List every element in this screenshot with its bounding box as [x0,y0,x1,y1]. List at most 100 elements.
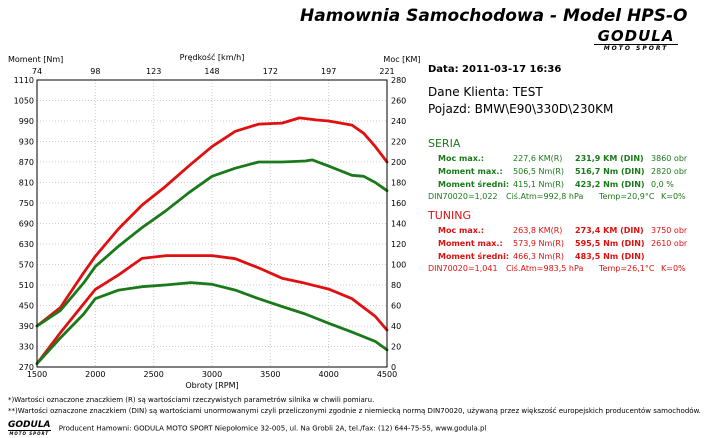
client-name: Dane Klienta: TEST [428,85,543,99]
top-tick-label: 74 [32,67,42,76]
info-panel: Data: 2011-03-17 16:36 Dane Klienta: TES… [428,64,691,273]
seria-r-value: 506,5 Nm(R) [513,167,565,176]
tuning-r-value: 466,3 Nm(R) [513,252,565,261]
seria-label: Moment średni: [438,180,510,189]
seria-din-value: 423,2 Nm (DIN) [575,180,645,189]
page-title: Hamownia Samochodowa - Model HPS-O [300,6,688,26]
godula-logo-small: GODULA MOTO SPORT [8,421,51,436]
table-row: Moment max.: 573,9 Nm(R) 595,5 Nm (DIN) … [438,237,691,250]
tuning-r-value: 573,9 Nm(R) [513,239,565,248]
series-line-2 [35,254,389,365]
logo-sub: MOTO SPORT [594,44,678,53]
tuning-pressure: Ciś.Atm=983,5 hPa [506,264,584,273]
y-right-tick-label: 240 [391,117,406,126]
series-line-1 [35,158,389,328]
seria-din-value: 231,9 KM (DIN) [575,154,644,163]
seria-k: K=0% [661,192,686,201]
seria-table: Moc max.: 227,6 KM(R) 231,9 KM (DIN) 386… [438,152,691,191]
seria-temp: Temp=20,9°C [599,192,655,201]
tuning-rpm [651,250,691,263]
y-right-tick-label: 120 [391,240,406,249]
seria-rpm: 2820 obr [651,167,688,176]
y-right-tick-label: 140 [391,220,406,229]
godula-logo: GODULA MOTO SPORT [594,29,678,53]
seria-rpm: 0,0 % [651,180,674,189]
x-tick-label: 1500 [27,370,47,379]
top-axis-title: Prędkość [km/h] [180,52,245,62]
y-left-tick-label: 570 [19,261,34,270]
x-tick-label: 4500 [377,370,397,379]
table-row: Moment średni: 415,1 Nm(R) 423,2 Nm (DIN… [438,178,691,191]
tuning-label: Moment max.: [438,239,503,248]
tuning-rpm: 3750 obr [651,226,688,235]
footer-text: Producent Hamowni: GODULA MOTO SPORT Nie… [58,424,487,433]
plot-frame [36,79,388,368]
x-tick-label: 4000 [318,370,338,379]
tuning-label: Moment średni: [438,252,510,261]
y-right-tick-label: 220 [391,138,406,147]
x-tick-label: 2000 [85,370,105,379]
y-left-tick-label: 690 [19,220,34,229]
seria-r-value: 227,6 KM(R) [513,154,563,163]
y-right-tick-label: 160 [391,199,406,208]
footer: GODULA MOTO SPORT Producent Hamowni: GOD… [8,421,486,436]
y-right-tick-label: 60 [391,302,401,311]
seria-label: Moc max.: [438,154,485,163]
y-left-tick-label: 1050 [14,97,34,106]
y-left-tick-label: 930 [19,138,34,147]
x-tick-label: 3500 [260,370,280,379]
tuning-din-value: 595,5 Nm (DIN) [575,239,645,248]
seria-label: Moment max.: [438,167,503,176]
logo-word: GODULA [597,27,675,45]
x-tick-label: 2500 [143,370,163,379]
table-row: Moc max.: 227,6 KM(R) 231,9 KM (DIN) 386… [438,152,691,165]
y-left-tick-label: 450 [19,302,34,311]
y-left-tick-label: 1110 [14,76,34,85]
seria-pressure: Ciś.Atm=992,8 hPa [506,192,584,201]
y-left-tick-label: 330 [19,343,34,352]
top-tick-label: 172 [263,67,278,76]
y-right-tick-label: 40 [391,322,401,331]
y-right-tick-label: 260 [391,97,406,106]
y-left-tick-label: 810 [19,179,34,188]
series-line-3 [35,281,389,365]
y-left-tick-label: 270 [19,363,34,372]
y-left-tick-label: 990 [19,117,34,126]
y-right-tick-label: 100 [391,261,406,270]
tuning-r-value: 263,8 KM(R) [513,226,563,235]
y-right-axis-title: Moc [KM] [383,55,420,64]
y-right-tick-label: 20 [391,343,401,352]
y-right-tick-label: 80 [391,281,401,290]
series-line-0 [35,116,389,328]
seria-din-value: 516,7 Nm (DIN) [575,167,645,176]
tuning-din: DIN70020=1,041 [428,264,498,273]
tuning-din-line: DIN70020=1,041 Ciś.Atm=983,5 hPa Temp=26,1… [428,264,691,273]
dyno-chart: 270 0 330 20 390 40 450 60 510 80 570 100 630 120 690 1… [8,52,421,390]
y-left-axis-title: Moment [Nm] [8,55,63,64]
footnote-r: *)Wartości oznaczone znaczkiem (R) są wa… [8,396,375,404]
tuning-table: Moc max.: 263,8 KM(R) 273,4 KM (DIN) 375… [438,224,691,263]
x-tick-label: 3000 [202,370,222,379]
logo-word: GODULA [8,420,51,430]
top-tick-label: 221 [379,67,394,76]
seria-rpm: 3860 obr [651,154,688,163]
top-tick-label: 148 [204,67,219,76]
logo-sub: MOTO SPORT [8,430,51,436]
seria-r-value: 415,1 Nm(R) [513,180,565,189]
tuning-temp: Temp=26,1°C [599,264,655,273]
top-tick-label: 123 [146,67,161,76]
seria-din-line: DIN70020=1,022 Ciś.Atm=992,8 hPa Temp=20,9… [428,192,691,201]
footnotes: *)Wartości oznaczone znaczkiem (R) są wa… [8,395,701,417]
y-left-tick-label: 510 [19,281,34,290]
vehicle-name: Pojazd: BMW\E90\330D\230KM [428,102,614,116]
table-row: Moment średni: 466,3 Nm(R) 483,5 Nm (DIN… [438,250,691,263]
tuning-rpm: 2610 obr [651,239,688,248]
tuning-title: TUNING [428,209,471,222]
y-left-tick-label: 630 [19,240,34,249]
seria-title: SERIA [428,137,461,150]
tuning-din-value: 273,4 KM (DIN) [575,226,644,235]
test-date: Data: 2011-03-17 16:36 [428,64,562,75]
tuning-din-value: 483,5 Nm (DIN) [575,252,645,261]
y-left-tick-label: 750 [19,199,34,208]
footnote-din: **)Wartości oznaczone znaczkiem (DIN) są… [8,407,701,415]
